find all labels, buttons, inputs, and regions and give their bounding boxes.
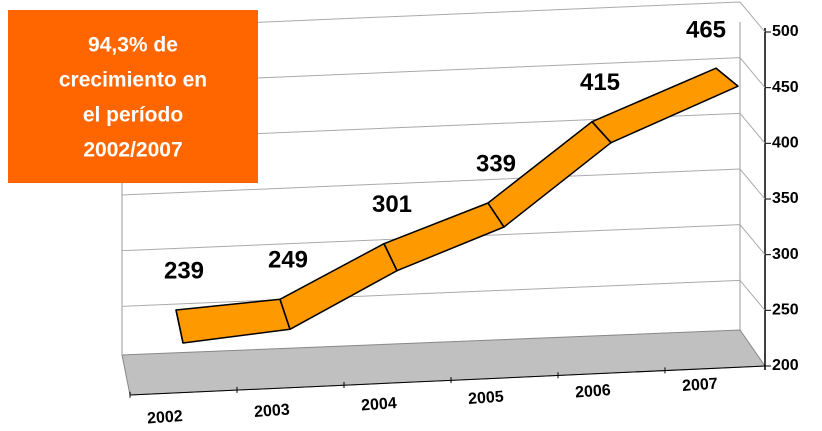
y-tick-label: 300 bbox=[772, 246, 799, 263]
value-label: 465 bbox=[686, 17, 726, 44]
value-label: 239 bbox=[164, 257, 204, 284]
grid-line bbox=[121, 112, 766, 144]
ribbon-vertex bbox=[175, 309, 184, 344]
y-tick-label: 200 bbox=[772, 357, 799, 374]
annotation-text: 94,3% de bbox=[88, 34, 178, 57]
ribbon-vertex bbox=[591, 121, 612, 144]
y-tick-label: 350 bbox=[772, 190, 799, 207]
annotation-text: el período bbox=[83, 104, 183, 127]
floor bbox=[121, 329, 766, 396]
x-tick-label: 2006 bbox=[575, 382, 612, 401]
x-tick-label: 2002 bbox=[147, 408, 184, 427]
annotation-box bbox=[8, 10, 258, 183]
ribbon-segment bbox=[175, 298, 291, 344]
ribbon-vertex bbox=[383, 243, 398, 271]
y-tick-label: 400 bbox=[772, 135, 799, 152]
annotation-text: crecimiento en bbox=[59, 69, 207, 92]
value-label: 339 bbox=[476, 150, 516, 177]
grid-line bbox=[121, 1, 766, 33]
x-tick-label: 2005 bbox=[468, 388, 505, 407]
x-tick-label: 2007 bbox=[682, 375, 719, 394]
value-label: 415 bbox=[580, 69, 620, 96]
x-tick-label: 2003 bbox=[254, 401, 291, 420]
y-tick-label: 450 bbox=[772, 79, 799, 96]
value-label: 301 bbox=[372, 191, 412, 218]
grid-line bbox=[121, 168, 766, 200]
ribbon-vertex bbox=[279, 299, 291, 330]
x-tick-label: 2004 bbox=[361, 395, 398, 414]
y-tick-label: 500 bbox=[772, 23, 799, 40]
ribbon-vertex bbox=[715, 67, 739, 87]
x-axis bbox=[129, 365, 766, 396]
grid-line bbox=[121, 57, 766, 88]
annotation-text: 2002/2007 bbox=[83, 139, 182, 162]
y-tick-label: 250 bbox=[772, 302, 799, 319]
grid-line bbox=[121, 224, 766, 255]
ribbon-vertex bbox=[487, 202, 505, 228]
value-label: 249 bbox=[268, 247, 308, 274]
